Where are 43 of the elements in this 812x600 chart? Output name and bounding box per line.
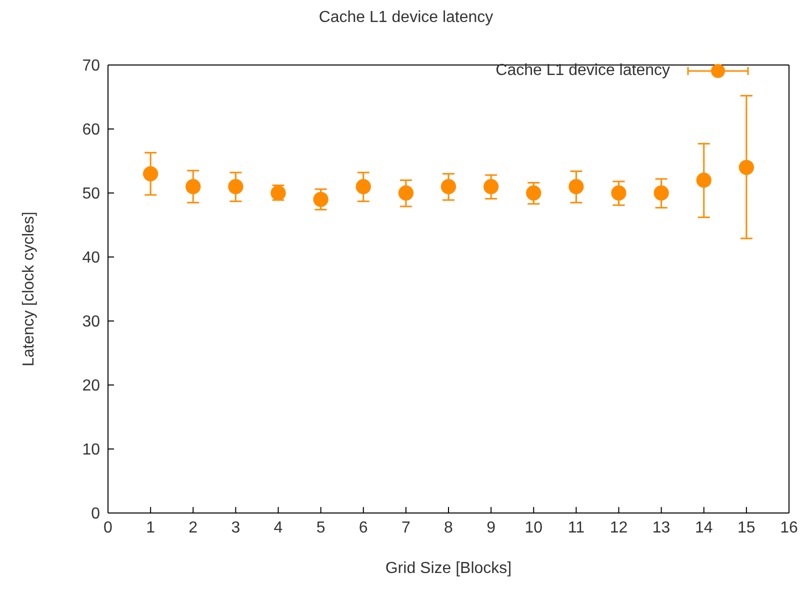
y-tick-label: 20 <box>82 378 100 395</box>
point <box>142 166 158 182</box>
x-tick-label: 7 <box>401 519 410 536</box>
legend-label: Cache L1 device latency <box>496 62 670 80</box>
point <box>738 160 754 175</box>
point <box>228 179 244 194</box>
x-tick-label: 11 <box>568 519 585 536</box>
point <box>356 179 371 194</box>
x-tick-label: 9 <box>486 519 496 536</box>
y-tick-label: 40 <box>82 250 100 267</box>
x-tick-label: 6 <box>358 519 368 536</box>
point <box>611 185 626 201</box>
x-tick-label: 12 <box>610 519 628 536</box>
point <box>483 179 499 194</box>
x-axis-title: Grid Size [Blocks] <box>385 560 512 577</box>
x-tick-label: 16 <box>780 519 798 536</box>
x-tick-label: 2 <box>188 519 198 536</box>
point <box>526 185 542 201</box>
chart-title: Cache L1 device latency <box>318 8 494 28</box>
x-tick-label: 4 <box>274 519 283 536</box>
y-axis-title: Latency [clock cycles] <box>20 212 38 366</box>
point <box>696 172 712 188</box>
x-tick-label: 8 <box>444 519 454 536</box>
x-tick-label: 14 <box>694 519 713 536</box>
y-tick-label: 50 <box>82 186 100 203</box>
point <box>654 185 669 201</box>
x-tick-label: 1 <box>146 519 156 536</box>
y-tick-label: 30 <box>82 314 100 331</box>
point <box>398 185 414 201</box>
y-tick-label: 0 <box>91 506 100 523</box>
x-tick-label: 15 <box>738 519 756 536</box>
point <box>313 192 328 207</box>
y-tick-label: 60 <box>82 122 100 139</box>
x-tick-label: 13 <box>652 519 670 536</box>
y-tick-label: 70 <box>82 58 100 75</box>
x-tick-label: 10 <box>524 519 543 536</box>
point <box>440 179 456 194</box>
x-tick-label: 3 <box>231 519 240 536</box>
point <box>568 179 584 194</box>
x-tick-label: 5 <box>316 519 326 536</box>
x-tick-label: 0 <box>104 519 113 536</box>
y-tick-label: 10 <box>82 442 100 459</box>
point <box>186 179 201 194</box>
